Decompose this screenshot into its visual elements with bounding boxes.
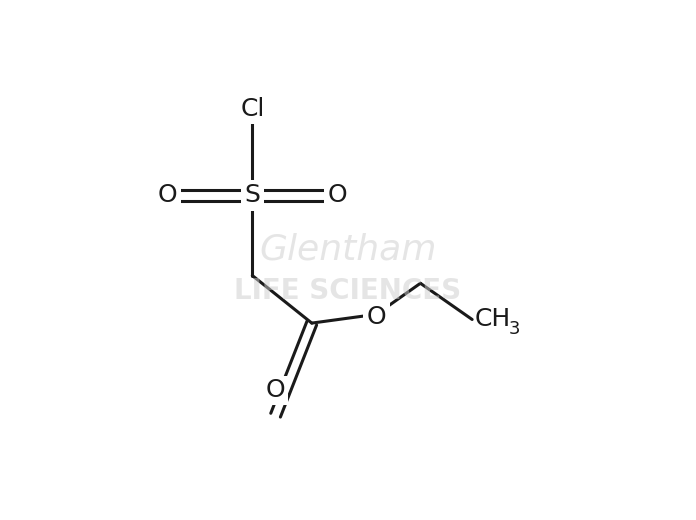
Text: O: O: [367, 305, 386, 329]
Text: O: O: [266, 378, 285, 402]
Text: O: O: [327, 184, 347, 207]
Text: 3: 3: [508, 320, 520, 338]
Text: Cl: Cl: [240, 97, 264, 121]
Text: Glentham: Glentham: [259, 232, 437, 267]
Text: LIFE SCIENCES: LIFE SCIENCES: [235, 277, 461, 305]
Text: CH: CH: [475, 307, 511, 331]
Text: O: O: [158, 184, 177, 207]
Text: S: S: [244, 184, 260, 207]
